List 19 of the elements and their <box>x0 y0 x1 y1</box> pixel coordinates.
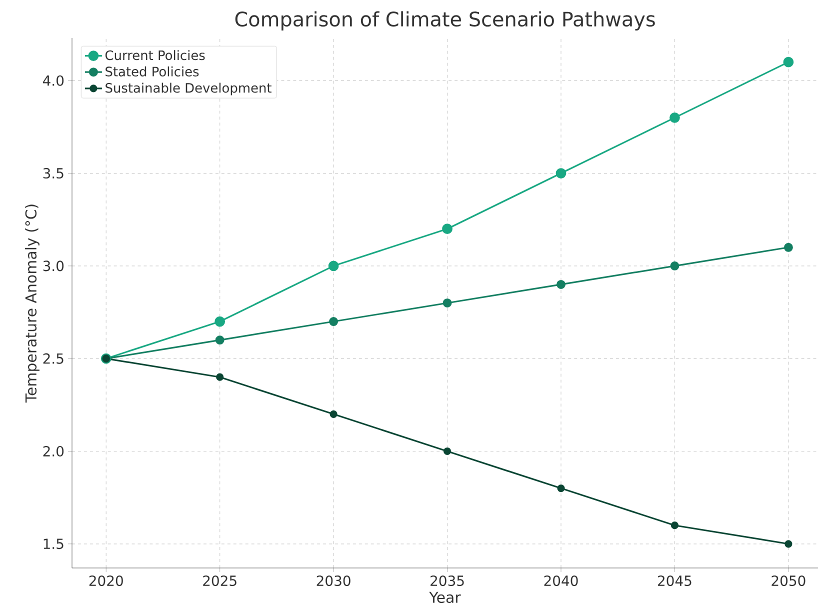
x-tick-label: 2045 <box>658 576 692 586</box>
y-axis-title: Temperature Anomaly (°C) <box>25 204 40 403</box>
y-tick-label: 2.5 <box>43 353 64 364</box>
y-tick-label: 4.0 <box>42 75 64 86</box>
x-tick-label: 2050 <box>772 576 806 586</box>
x-tick-label: 2020 <box>89 576 123 586</box>
x-tick-label: 2025 <box>203 576 236 586</box>
legend-label: Stated Policies <box>106 66 199 76</box>
x-tick-label: 2030 <box>316 576 350 586</box>
y-tick-label: 1.5 <box>44 538 64 550</box>
x-axis-title: Year <box>429 592 461 604</box>
legend-label: Sustainable Development <box>106 82 272 96</box>
x-tick-label: 2040 <box>544 576 578 586</box>
y-tick-label: 3.5 <box>43 168 64 179</box>
y-tick-label: 2.0 <box>43 446 64 457</box>
chart-title: Comparison of Climate Scenario Pathways <box>235 11 655 30</box>
x-tick-label: 2035 <box>430 576 464 586</box>
legend-label: Current Policies <box>105 50 205 60</box>
y-tick-label: 3.0 <box>43 260 64 272</box>
